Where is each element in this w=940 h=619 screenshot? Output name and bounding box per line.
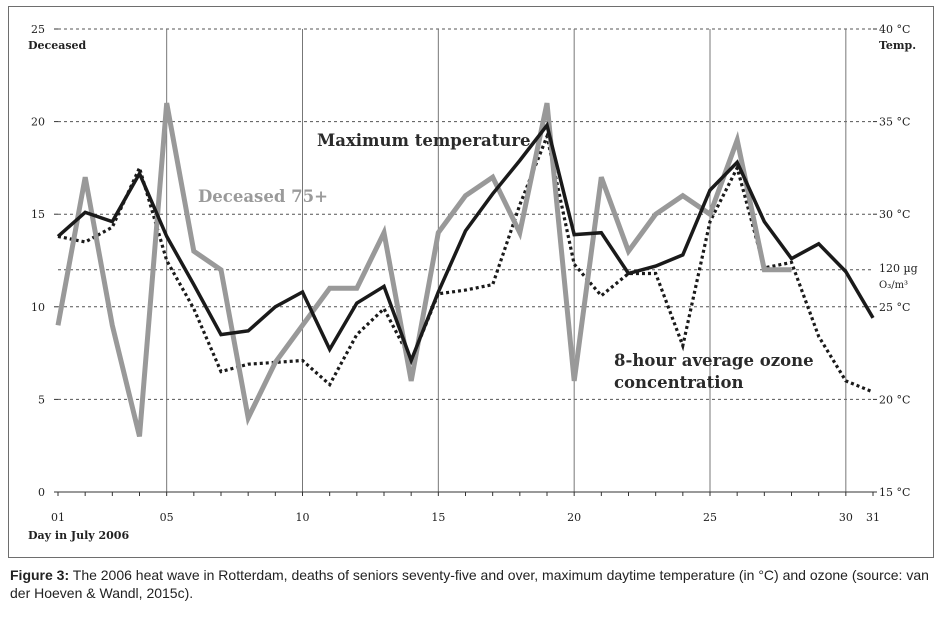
x-axis-label: Day in July 2006 xyxy=(28,529,129,542)
left-axis-ticks: 0 5 10 15 20 25 xyxy=(31,23,58,499)
annotation-ozone-line1: 8-hour average ozone xyxy=(614,351,814,370)
left-axis-title: Deceased xyxy=(28,39,87,52)
right-tick-label-30: 30 °C xyxy=(879,208,910,221)
left-tick-label-5: 5 xyxy=(38,393,45,406)
right-tick-label-15: 15 °C xyxy=(879,486,910,499)
right-tick-label-40: 40 °C xyxy=(879,23,910,36)
x-tick-label-25: 25 xyxy=(703,511,717,524)
vertical-gridlines xyxy=(166,29,847,492)
x-axis-ticks: 01 05 10 15 20 25 30 31 xyxy=(51,492,880,524)
caption-label: Figure 3: xyxy=(10,567,70,583)
left-tick-label-20: 20 xyxy=(31,116,45,129)
series-line-deceased-75 xyxy=(55,102,792,437)
left-tick-label-25: 25 xyxy=(31,23,45,36)
annotation-ozone-line2: concentration xyxy=(614,373,744,392)
x-tick-label-10: 10 xyxy=(296,511,310,524)
ozone-reference-label-2: O₃/m³ xyxy=(879,280,908,291)
right-tick-label-35: 35 °C xyxy=(879,116,910,129)
x-tick-label-05: 05 xyxy=(160,511,174,524)
right-tick-label-20: 20 °C xyxy=(879,393,910,406)
annotation-max-temperature: Maximum temperature xyxy=(317,131,531,150)
right-axis-ticks: 15 °C 20 °C 25 °C 30 °C 35 °C 40 °C xyxy=(873,23,910,499)
x-tick-label-20: 20 xyxy=(567,511,581,524)
series-line-8-hour-average-ozone-concentration xyxy=(57,130,874,394)
horizontal-gridlines xyxy=(58,28,873,400)
annotation-deceased: Deceased 75+ xyxy=(198,187,328,206)
left-tick-label-0: 0 xyxy=(38,486,45,499)
x-tick-label-15: 15 xyxy=(431,511,445,524)
figure-caption: Figure 3: The 2006 heat wave in Rotterda… xyxy=(10,566,930,602)
right-axis-title: Temp. xyxy=(879,39,916,52)
caption-text: The 2006 heat wave in Rotterdam, deaths … xyxy=(10,567,929,601)
x-tick-label-30: 30 xyxy=(839,511,853,524)
ozone-reference-label-1: 120 µg xyxy=(879,262,918,275)
left-tick-label-10: 10 xyxy=(31,301,45,314)
x-tick-label-01: 01 xyxy=(51,511,65,524)
series-line-maximum-temperature xyxy=(56,121,875,366)
figure-frame xyxy=(8,6,934,558)
series-layer xyxy=(55,102,875,437)
right-tick-label-25: 25 °C xyxy=(879,301,910,314)
left-tick-label-15: 15 xyxy=(31,208,45,221)
x-tick-label-31: 31 xyxy=(866,511,880,524)
